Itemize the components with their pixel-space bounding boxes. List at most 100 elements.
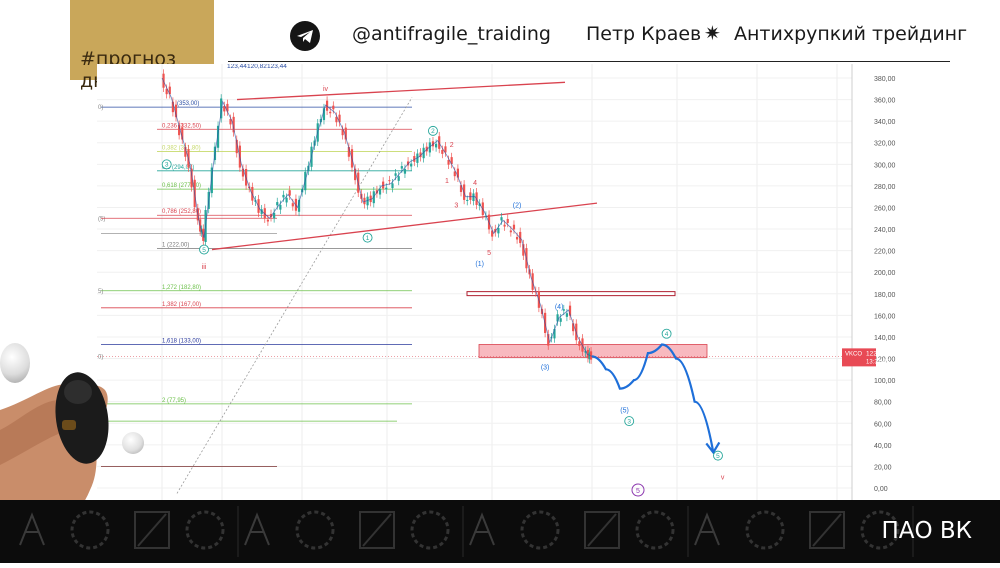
- candle-body: [382, 181, 385, 189]
- candle-body: [456, 168, 460, 178]
- candle-body: [325, 100, 329, 111]
- candle-body: [556, 314, 559, 322]
- target-icon: [631, 483, 645, 497]
- candle-body: [178, 124, 181, 136]
- wave-label-circle: [713, 450, 723, 461]
- candle-body: [297, 199, 301, 212]
- price-tag-ticker: VKCO: [845, 351, 862, 357]
- y-tick-label: 280,00: [874, 184, 896, 191]
- monogram-icon: [19, 512, 45, 546]
- y-tick-label: 120,00: [874, 357, 896, 364]
- wave-label: 2: [450, 142, 454, 149]
- candle-body: [366, 196, 369, 206]
- candle-body: [472, 193, 475, 201]
- wave-label: 2: [431, 128, 435, 135]
- candle-body: [586, 349, 590, 359]
- candle-body: [568, 305, 572, 316]
- wreath-icon: [635, 510, 675, 550]
- emblem-stroke: [362, 513, 392, 547]
- y-tick-label: 200,00: [874, 270, 896, 277]
- candle-body: [388, 180, 391, 182]
- forecast-arrowhead: [705, 441, 721, 455]
- candle-body: [512, 224, 516, 230]
- left-level-label: 0): [98, 354, 103, 360]
- candle-body: [210, 167, 213, 194]
- price-tag-time: 13:31:55: [866, 359, 890, 365]
- candle-body: [447, 160, 450, 165]
- candle-body: [276, 202, 279, 206]
- wave-label: (5): [620, 408, 629, 415]
- candle-body: [279, 204, 282, 210]
- candle-body: [444, 146, 447, 153]
- telegram-icon[interactable]: [290, 21, 320, 51]
- wave-label: 4: [665, 331, 669, 338]
- y-tick-label: 380,00: [874, 76, 896, 83]
- candle-body: [506, 218, 509, 223]
- brand-name: Антихрупкий трейдинг: [734, 23, 968, 45]
- sparkle-icon: ✷: [704, 23, 721, 45]
- price-chart[interactable]: 380,00 360,00 340,00 320,00 300,00 280,00 260,…: [97, 63, 907, 500]
- candle-body: [413, 156, 416, 162]
- y-tick-label: 100,00: [874, 378, 896, 385]
- emblem-icon: [134, 511, 170, 549]
- wreath-icon: [295, 510, 335, 550]
- left-level-label: 0): [98, 105, 103, 111]
- company-ticker: ПАО ВК: [881, 518, 972, 544]
- candle-body: [241, 168, 245, 177]
- candle-body: [559, 318, 562, 322]
- candle-body: [410, 163, 413, 167]
- candle-body: [171, 101, 175, 113]
- candle-body: [572, 323, 575, 332]
- candle-body: [503, 224, 506, 227]
- wave-label: 3: [454, 203, 458, 210]
- candle-body: [229, 119, 232, 125]
- y-tick-label: 60,00: [874, 421, 892, 428]
- candle-body: [466, 199, 469, 201]
- y-tick-label: 300,00: [874, 162, 896, 169]
- candle-body: [273, 212, 276, 219]
- emblem-icon: [359, 511, 395, 549]
- candle-body: [450, 157, 453, 164]
- y-tick-label: 80,00: [874, 400, 892, 407]
- candle-body: [181, 127, 184, 140]
- y-tick-label: 0,00: [874, 486, 888, 493]
- wave-label-circle: [428, 125, 438, 136]
- candle-body: [235, 139, 238, 154]
- candle-body: [453, 171, 456, 177]
- candle-body: [344, 127, 347, 140]
- telegram-handle[interactable]: @antifragile_traiding: [352, 23, 551, 45]
- wave-label: 5: [487, 250, 491, 257]
- candle-body: [168, 86, 171, 95]
- y-tick-label: 240,00: [874, 227, 896, 234]
- y-tick-label: 160,00: [874, 313, 896, 320]
- candle-body: [363, 197, 366, 205]
- candle-body: [565, 313, 569, 317]
- candle-body: [369, 195, 372, 203]
- candle-body: [332, 105, 335, 110]
- candle-body: [515, 236, 519, 240]
- plot-area: [97, 64, 852, 500]
- candle-body: [419, 152, 422, 158]
- emblem-stroke: [137, 513, 167, 547]
- candle-body: [397, 176, 400, 181]
- wave-label: 3: [627, 418, 631, 425]
- candle-body: [282, 194, 285, 198]
- header: @antifragile_traiding Петр Краев ✷ Антих…: [0, 0, 1000, 64]
- candle-body: [260, 209, 263, 214]
- wave-label-circle: [161, 159, 172, 170]
- candle-body: [220, 98, 223, 119]
- wave-label-circle: [661, 328, 672, 339]
- monogram-icon: [694, 512, 720, 546]
- wave-label: (2): [513, 203, 522, 210]
- candle-body: [288, 190, 291, 196]
- wreath-icon: [520, 510, 560, 550]
- wave-label: 5: [202, 247, 206, 254]
- candle-body: [434, 143, 438, 148]
- wave-label: (4): [555, 304, 564, 311]
- candle-body: [232, 116, 235, 133]
- fibonacci-level-label: 0,618 (277,00): [162, 183, 201, 189]
- y-tick-label: 140,00: [874, 335, 896, 342]
- fibonacci-level-label: 0,786 (252,80): [162, 209, 201, 215]
- candle-body: [553, 329, 556, 339]
- dashed-trendline: [176, 97, 413, 494]
